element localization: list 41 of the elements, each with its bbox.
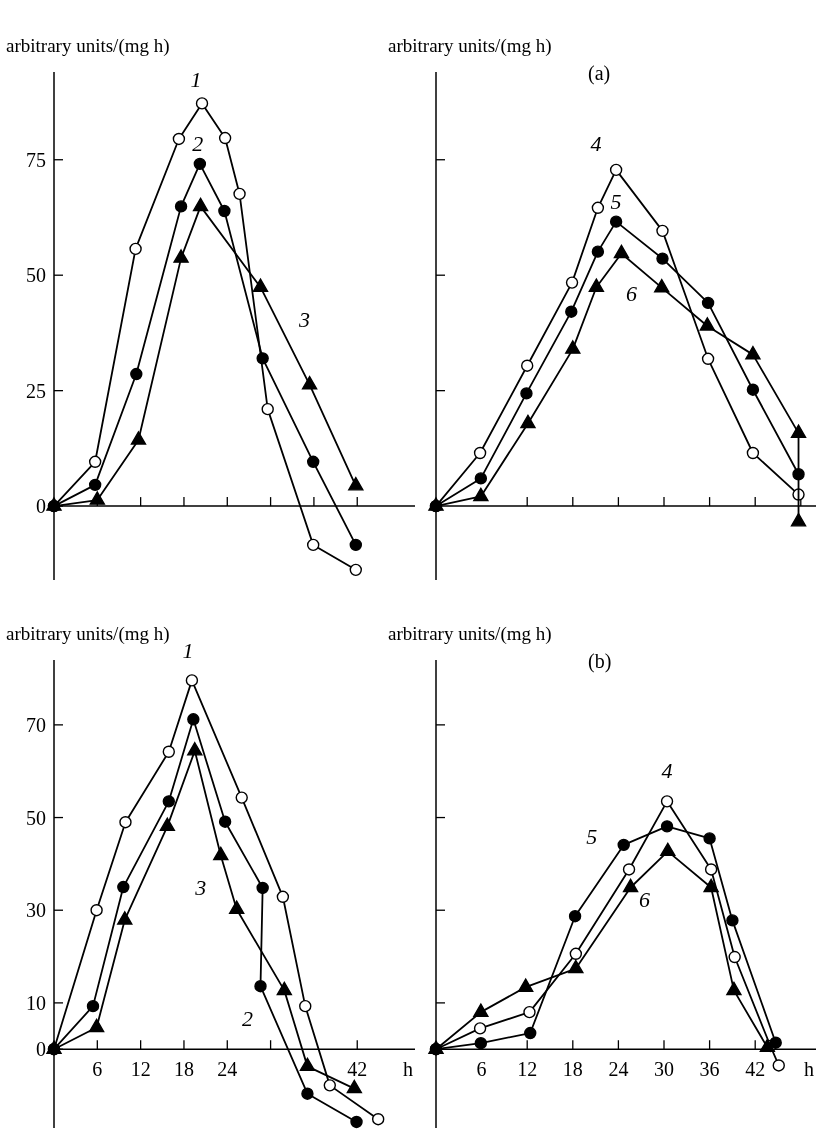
y-tick-label: 30 <box>26 899 46 922</box>
series-label: 5 <box>610 189 622 215</box>
x-tick-label: 6 <box>92 1058 103 1081</box>
x-tick-label: 12 <box>517 1058 538 1081</box>
series-label: 6 <box>625 280 637 306</box>
y-tick-label: 0 <box>36 495 46 518</box>
annotation: (a) <box>588 62 611 85</box>
series-label: 2 <box>192 131 204 157</box>
x-tick-label: 36 <box>699 1058 720 1081</box>
x-tick-label: 18 <box>173 1058 194 1081</box>
y-tick-label: 70 <box>26 713 46 736</box>
y-tick-label: 50 <box>26 806 46 829</box>
series-label: 4 <box>590 131 602 157</box>
series-label: 6 <box>639 887 651 913</box>
series-label: 4 <box>661 757 673 783</box>
x-tick-label: 12 <box>130 1058 151 1081</box>
x-tick-label: 24 <box>608 1058 629 1081</box>
x-tick-label: 30 <box>654 1058 674 1081</box>
y-tick-label: 10 <box>26 991 46 1014</box>
y-tick-label: 0 <box>36 1038 46 1061</box>
series-label: 3 <box>297 306 310 332</box>
x-tick-label: 42 <box>347 1058 368 1081</box>
x-axis-title: h <box>403 1058 413 1081</box>
y-axis-title: arbitrary units/(mg h) <box>6 623 170 645</box>
y-tick-label: 50 <box>26 264 46 287</box>
x-tick-label: 24 <box>217 1058 238 1081</box>
annotation: (b) <box>588 650 612 673</box>
y-tick-label: 75 <box>26 148 46 171</box>
series-label: 1 <box>182 637 194 663</box>
x-tick-label: 42 <box>745 1058 766 1081</box>
series-label: 5 <box>586 824 598 850</box>
y-axis-title: arbitrary units/(mg h) <box>6 35 170 57</box>
series-label: 3 <box>194 875 207 901</box>
series-label: 1 <box>190 66 202 92</box>
y-tick-label: 25 <box>26 379 46 402</box>
x-tick-label: 18 <box>562 1058 583 1081</box>
y-axis-title: arbitrary units/(mg h) <box>388 35 552 57</box>
series-label: 2 <box>241 1005 253 1031</box>
y-axis-title: arbitrary units/(mg h) <box>388 623 552 645</box>
x-axis-title: h <box>804 1058 814 1081</box>
x-tick-label: 6 <box>476 1058 487 1081</box>
